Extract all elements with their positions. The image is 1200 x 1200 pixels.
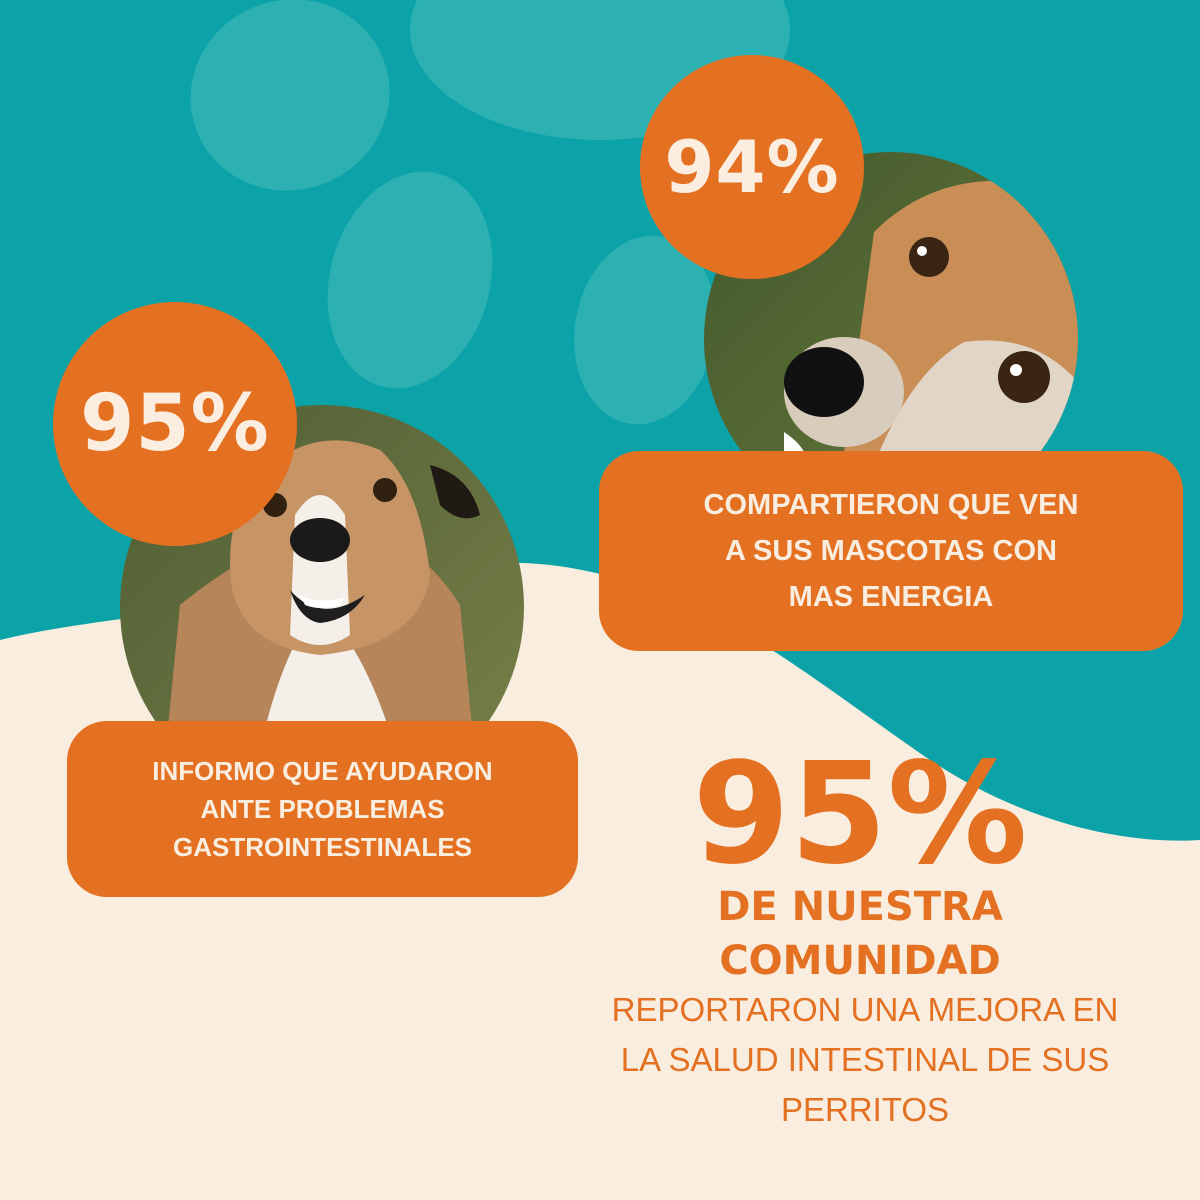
stat-percent-energy: 94% [664, 125, 840, 209]
summary-percent: 95% [692, 733, 1028, 896]
summary-subtitle: DE NUESTRA COMUNIDAD [640, 880, 1080, 988]
summary-subtitle-line2: COMUNIDAD [719, 938, 1001, 984]
stat-card-gastro: INFORMO QUE AYUDARON ANTE PROBLEMAS GAST… [67, 721, 578, 897]
stat-badge-energy: 94% [640, 55, 864, 279]
summary-subtitle-line1: DE NUESTRA [717, 884, 1003, 930]
paw-print-icon [190, 0, 790, 425]
stat-description-energy: COMPARTIERON QUE VEN A SUS MASCOTAS CON … [703, 489, 1079, 613]
stat-percent-gastro: 95% [80, 379, 270, 469]
stat-badge-gastro: 95% [53, 302, 297, 546]
stat-card-energy: COMPARTIERON QUE VEN A SUS MASCOTAS CON … [599, 451, 1183, 651]
summary-report: REPORTARON UNA MEJORA EN LA SALUD INTEST… [611, 991, 1119, 1128]
stat-description-gastro: INFORMO QUE AYUDARON ANTE PROBLEMAS GAST… [152, 756, 493, 862]
